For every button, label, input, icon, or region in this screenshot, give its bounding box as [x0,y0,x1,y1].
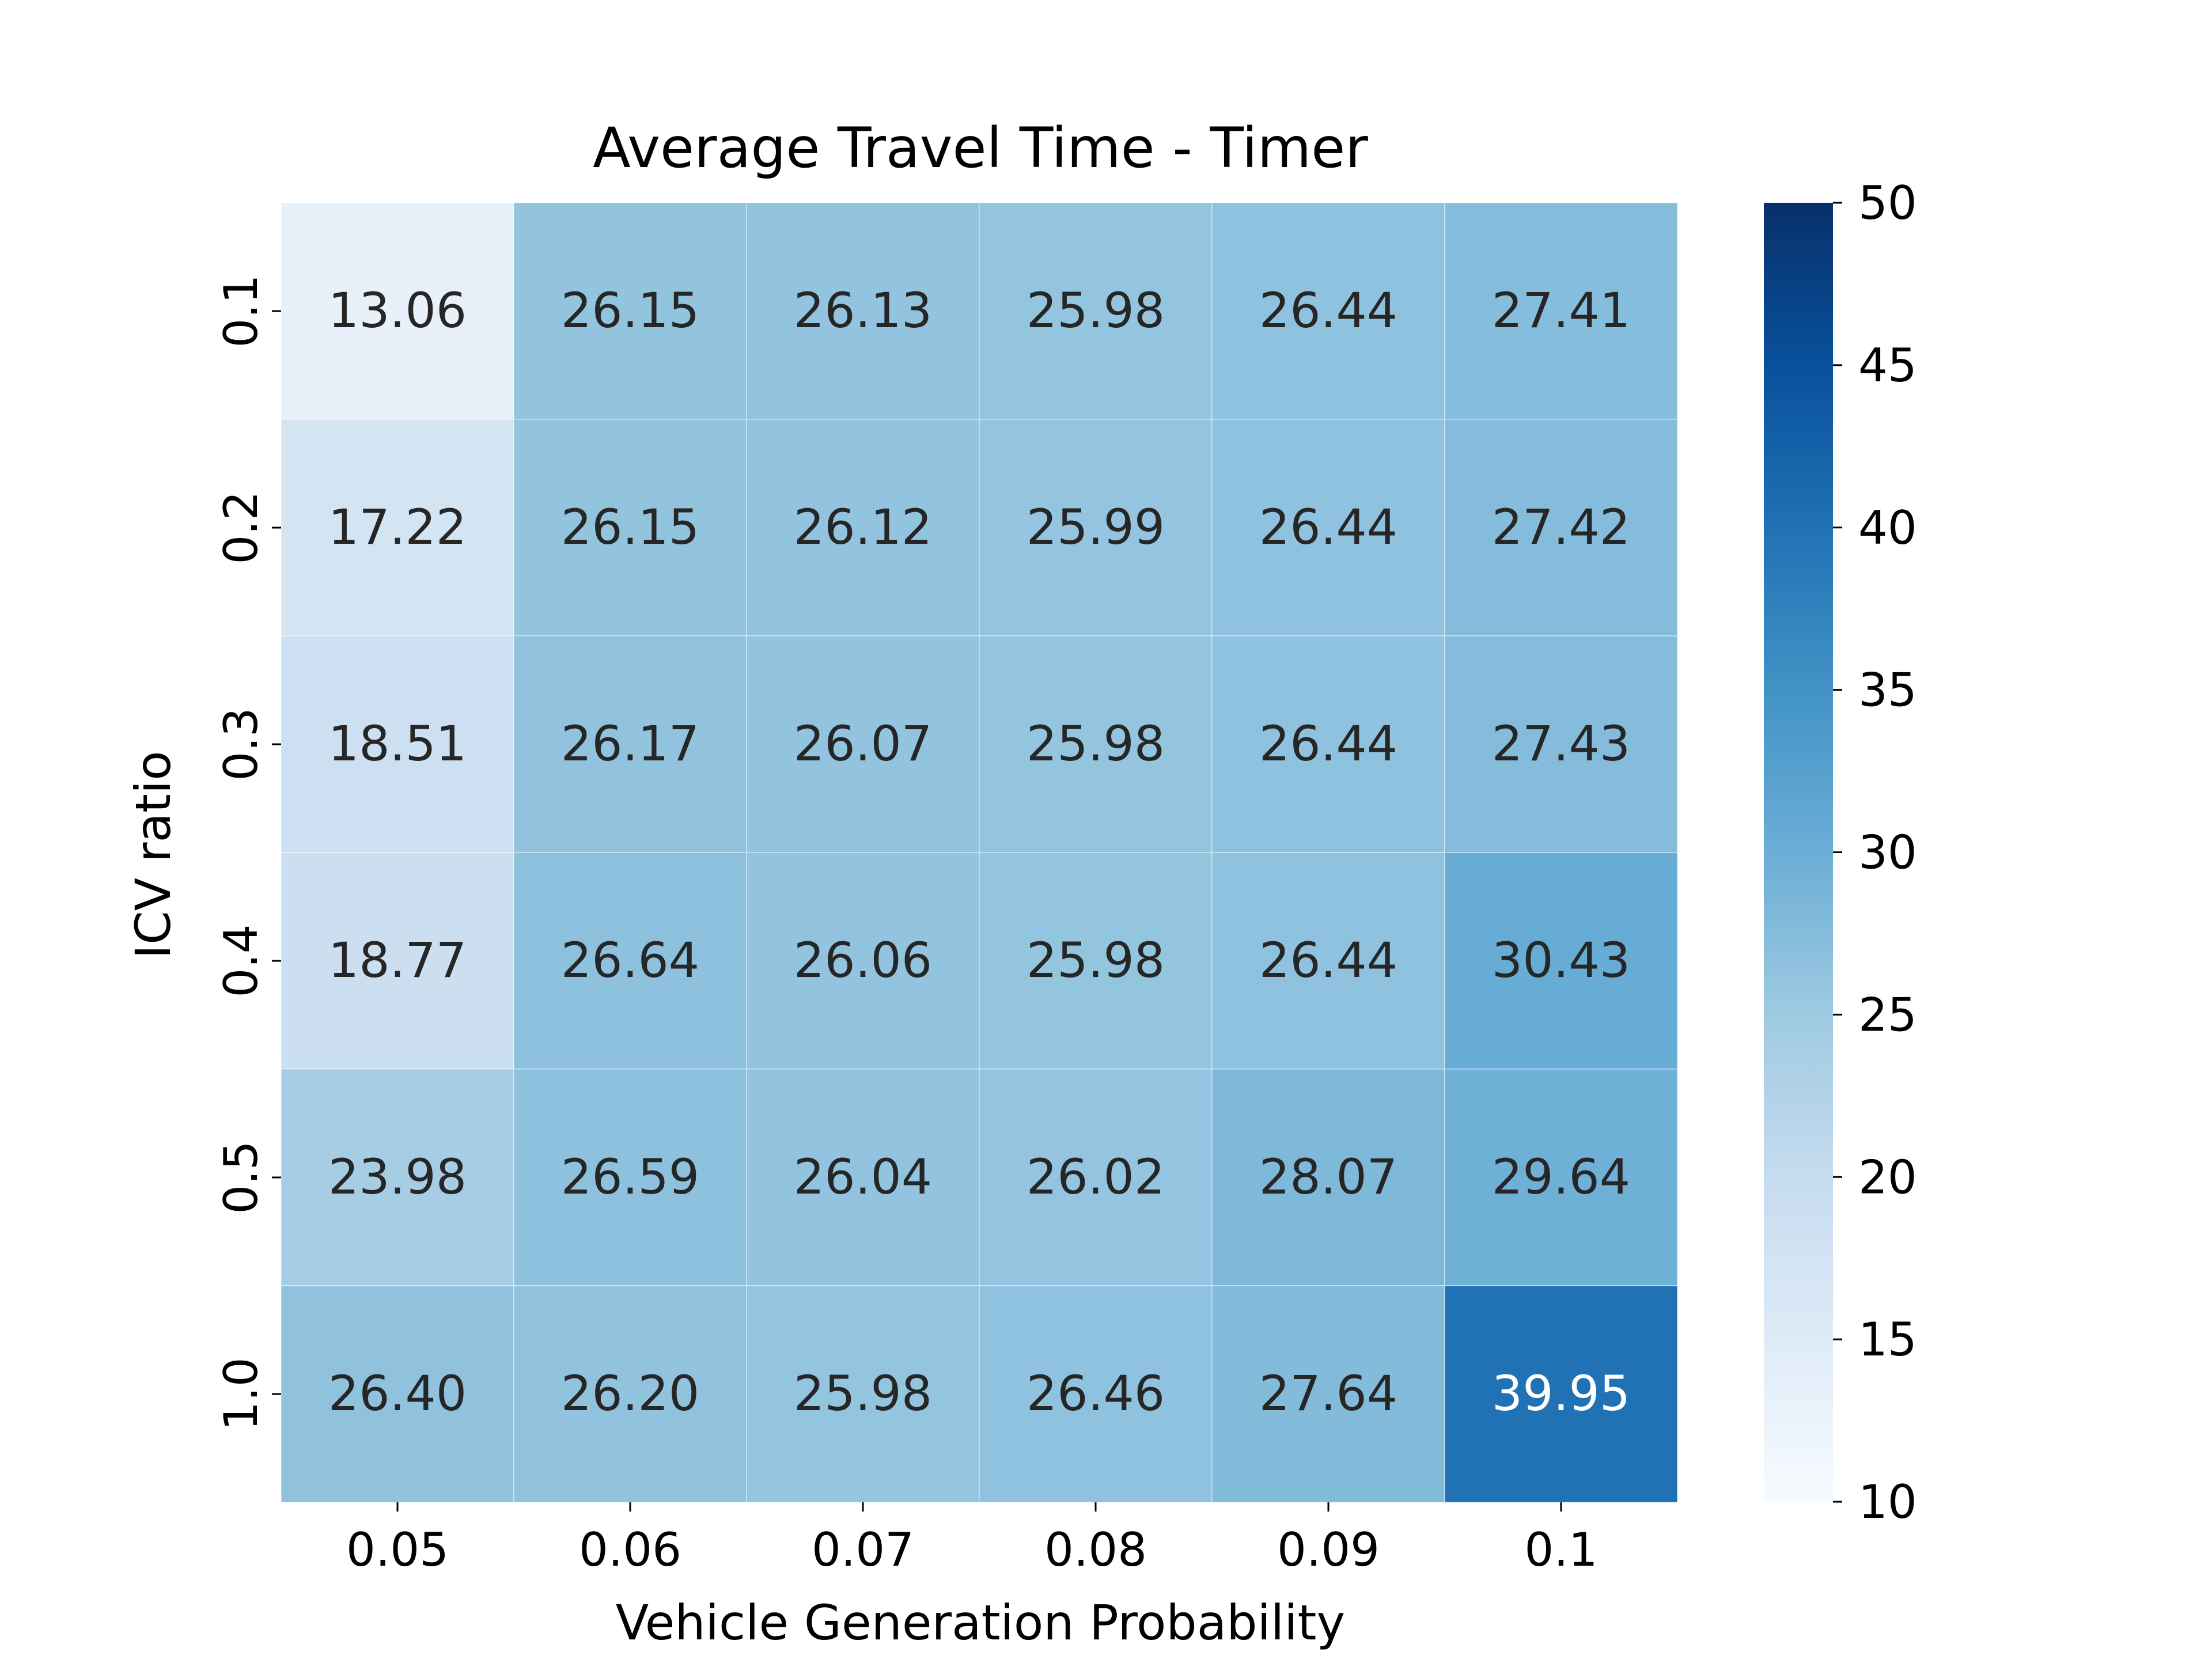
heatmap-cell [1444,1069,1678,1286]
cell-value-label: 26.44 [1259,932,1397,988]
heatmap-cell [979,852,1213,1070]
heatmap-cell [513,1069,747,1286]
colorbar-tick-label: 30 [1858,826,1917,880]
x-tick-label: 0.05 [346,1523,449,1577]
cell-value-label: 26.02 [1027,1149,1165,1205]
cell-value-label: 26.20 [561,1365,699,1422]
cell-value-label: 29.64 [1492,1149,1630,1205]
cell-value-label: 26.44 [1259,499,1397,555]
cell-value-label: 17.22 [328,499,467,555]
cell-value-label: 26.64 [561,932,699,988]
colorbar-tick-label: 50 [1858,176,1917,230]
heatmap-cell [281,635,514,853]
heatmap-cell [513,419,747,637]
heatmap-cell [513,635,747,853]
heatmap-cell [1444,202,1678,420]
cell-value-label: 18.51 [328,715,467,772]
chart-title: Average Travel Time - Timer [593,116,1368,180]
y-tick-label: 1.0 [214,1357,268,1430]
y-tick-label: 0.1 [214,274,268,347]
y-tick-label: 0.4 [214,924,268,997]
heatmap-cell [513,202,747,420]
colorbar-tick-label: 35 [1858,664,1917,717]
cell-value-label: 26.59 [561,1149,699,1205]
colorbar-tick-label: 25 [1858,988,1917,1041]
cell-value-label: 23.98 [328,1149,467,1205]
colorbar-tick-label: 40 [1858,501,1917,555]
colorbar-axis: 10 15 20 25 30 35 40 45 50 [1833,176,1917,1529]
colorbar-tick-label: 45 [1858,339,1917,392]
cell-value-label: 27.41 [1492,282,1630,339]
heatmap-cell [746,202,980,420]
heatmap-cell [1211,1069,1445,1286]
cell-value-label: 26.40 [328,1365,467,1422]
y-tick-label: 0.2 [214,491,268,564]
y-axis-label: ICV ratio [125,751,181,959]
cell-value-label: 25.99 [1027,499,1165,555]
cell-value-label: 27.43 [1492,715,1630,772]
heatmap-cell [1211,1285,1445,1503]
cell-value-label: 26.46 [1027,1365,1165,1422]
cell-value-label: 26.44 [1259,282,1397,339]
cell-value-label: 25.98 [1027,282,1165,339]
heatmap-cell [1211,635,1445,853]
heatmap-cell [281,202,514,420]
heatmap-cell [1444,635,1678,853]
y-axis: 0.1 0.2 0.3 0.4 0.5 1.0 [214,274,281,1431]
cell-value-label: 26.04 [794,1149,932,1205]
cell-value-label: 26.12 [794,499,932,555]
colorbar-tick-label: 20 [1858,1150,1917,1204]
cell-value-label: 26.06 [794,932,932,988]
x-tick-label: 0.1 [1524,1523,1597,1577]
colorbar-tick-label: 15 [1858,1313,1917,1366]
heatmap-cell [979,202,1213,420]
heatmap-cell [746,852,980,1070]
cell-value-label: 39.95 [1492,1365,1630,1422]
heatmap-cell [281,852,514,1070]
cell-value-label: 26.07 [794,715,932,772]
cell-value-label: 25.98 [1027,715,1165,772]
heatmap-cell [281,419,514,637]
y-tick-label: 0.3 [214,707,268,781]
y-tick-label: 0.5 [214,1141,268,1214]
cell-value-label: 26.15 [561,282,699,339]
heatmap-cell [746,1069,980,1286]
x-tick-label: 0.06 [579,1523,681,1577]
heatmap-cell [1444,419,1678,637]
cell-value-label: 26.17 [561,715,699,772]
cell-value-label: 25.98 [1027,932,1165,988]
heatmap-cell [979,635,1213,853]
heatmap-cell [1444,1285,1678,1503]
colorbar [1764,203,1833,1502]
heatmap-cells [281,202,1678,1503]
x-tick-label: 0.09 [1277,1523,1380,1577]
heatmap-cell [1211,852,1445,1070]
heatmap-cell [1211,202,1445,420]
heatmap-cell [979,1069,1213,1286]
cell-value-label: 26.15 [561,499,699,555]
heatmap-cell [979,1285,1213,1503]
cell-value-label: 26.13 [794,282,932,339]
cell-value-label: 13.06 [328,282,467,339]
heatmap-cell [1444,852,1678,1070]
cell-value-label: 27.42 [1492,499,1630,555]
x-tick-label: 0.08 [1044,1523,1147,1577]
heatmap-cell [979,419,1213,637]
cell-value-label: 30.43 [1492,932,1630,988]
heatmap-cell [281,1285,514,1503]
heatmap-cell [513,852,747,1070]
heatmap-cell-labels: 13.06 26.15 26.13 25.98 26.44 27.41 17.22 26.15… [328,282,1630,1422]
x-axis: 0.05 0.06 0.07 0.08 0.09 0.1 [346,1502,1598,1577]
cell-value-label: 27.64 [1259,1365,1397,1422]
x-axis-label: Vehicle Generation Probability [616,1594,1345,1651]
cell-value-label: 18.77 [328,932,467,988]
colorbar-tick-label: 10 [1858,1475,1917,1529]
cell-value-label: 26.44 [1259,715,1397,772]
heatmap-cell [746,635,980,853]
cell-value-label: 28.07 [1259,1149,1397,1205]
heatmap-cell [281,1069,514,1286]
cell-value-label: 25.98 [794,1365,932,1422]
x-tick-label: 0.07 [812,1523,914,1577]
